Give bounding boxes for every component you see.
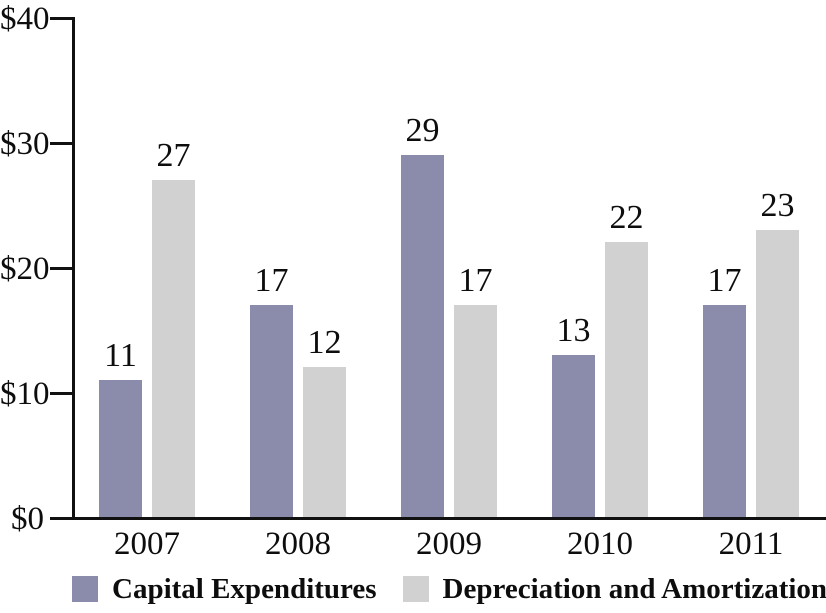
bar-2009-series-0: [401, 154, 444, 517]
x-axis-label-2009: 2009: [416, 526, 482, 562]
legend-swatch-1: [402, 576, 429, 602]
bar-value-label: 23: [760, 186, 795, 224]
y-tick-label: $40: [0, 1, 50, 37]
x-axis-label-2007: 2007: [114, 526, 180, 562]
bar-value-label: 17: [707, 261, 742, 299]
bar-value-label: 13: [556, 311, 591, 349]
x-axis-label-2008: 2008: [265, 526, 331, 562]
legend: Capital Expenditures Depreciation and Amo…: [72, 571, 826, 607]
x-axis-line: [50, 517, 826, 520]
y-tick-label: $10: [0, 376, 50, 412]
bar-2010-series-0: [552, 354, 595, 517]
bar-2011-series-0: [703, 304, 746, 517]
legend-label-1: Depreciation and Amortization: [442, 573, 826, 605]
legend-label-0: Capital Expenditures: [112, 573, 377, 605]
legend-swatch-0: [72, 576, 98, 602]
y-tick-mark: [50, 142, 72, 145]
x-axis-label-2011: 2011: [718, 526, 784, 562]
y-axis-line: [72, 17, 75, 520]
x-axis-label-2010: 2010: [567, 526, 633, 562]
legend-item-0: Capital Expenditures: [72, 572, 377, 606]
y-tick-mark: [50, 267, 72, 270]
bar-value-label: 22: [609, 199, 644, 236]
y-tick-label: $0: [11, 501, 44, 537]
y-tick-label: $20: [0, 251, 50, 287]
bar-2007-series-0: [99, 379, 142, 517]
bar-value-label: 27: [156, 136, 191, 174]
bar-value-label: 12: [307, 324, 342, 361]
bar-2010-series-1: [605, 242, 648, 517]
bar-value-label: 11: [104, 336, 137, 374]
bar-2008-series-0: [250, 304, 293, 517]
bar-2008-series-1: [303, 367, 346, 517]
bar-2009-series-1: [454, 304, 497, 517]
bar-2007-series-1: [152, 179, 195, 517]
y-tick-mark: [50, 392, 72, 395]
bar-2011-series-1: [756, 229, 799, 517]
y-tick-label: $30: [0, 126, 50, 162]
bar-value-label: 29: [405, 111, 440, 149]
y-tick-mark: [50, 17, 72, 20]
bar-value-label: 17: [254, 261, 289, 299]
legend-item-1: Depreciation and Amortization: [402, 572, 826, 606]
bar-value-label: 17: [458, 261, 493, 299]
